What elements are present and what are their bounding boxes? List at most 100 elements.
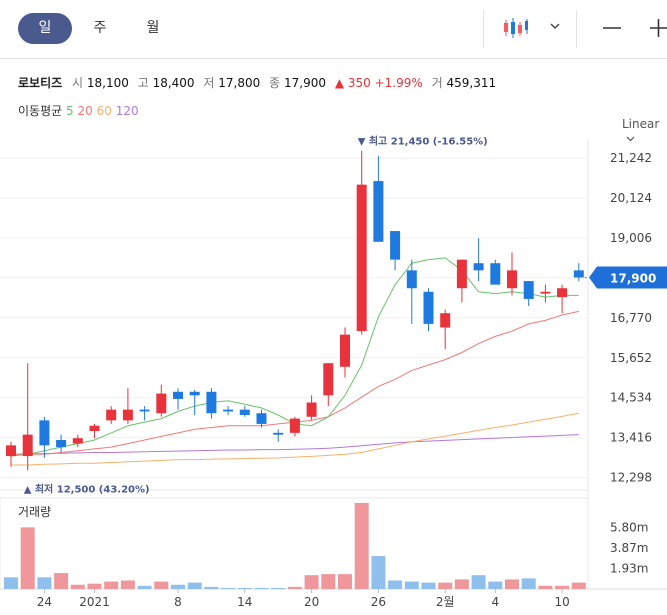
candle-body [473,263,484,271]
candle [540,284,551,303]
volume-tick-label: 1.93m [610,561,648,575]
x-tick-label: 8 [174,595,182,609]
ma60-line [11,412,579,466]
open-value: 18,100 [86,76,129,90]
chevron-down-icon[interactable] [550,22,560,30]
stock-name: 로보티즈 [18,76,63,90]
scale-selector[interactable]: Linear [622,117,667,145]
toolbar-divider [483,10,484,48]
low-label: 저 [203,76,215,90]
candle [139,406,150,421]
candle [289,416,300,437]
candle-body [523,281,534,299]
ma120-legend[interactable]: 120 [115,104,139,118]
y-tick-label: 20,124 [610,191,652,205]
ma5-legend[interactable]: 5 [66,104,74,118]
candle-body [22,434,33,457]
x-tick-label: 24 [37,595,52,609]
zoom-in-icon[interactable] [650,19,667,37]
ma60-legend[interactable]: 60 [96,104,112,118]
volume-bar [54,573,69,589]
top-toolbar: 일 주 월 [0,0,667,59]
volume-bar [471,575,486,589]
ma20-legend[interactable]: 20 [77,104,93,118]
candle-body [106,409,117,421]
candle [373,156,384,242]
volume-bar [505,579,519,589]
volume-bar [20,527,35,589]
x-tick-label: 20 [304,595,319,609]
candle [440,309,451,349]
volume-bar [187,582,202,589]
volume-label: 거 [431,76,443,90]
candlestick-type-icon[interactable] [503,16,529,40]
candle-body [156,393,167,414]
x-tick-label: 4 [491,595,499,609]
moving-average-legend: 이동평균 5 20 60 120 [18,102,139,119]
candle [239,406,250,417]
candle-body [256,413,267,424]
candle-body [39,420,50,446]
x-tick-label: 10 [554,595,569,609]
high-annotation: ▼ 최고 21,450 (-16.55%) [358,135,488,148]
volume-bar [37,577,52,589]
volume-bar [521,578,536,589]
candle [390,231,401,271]
candle-body [56,440,67,448]
candle [406,259,417,324]
candle-body [6,445,16,457]
x-tick-label: 14 [237,595,252,609]
volume-value: 459,311 [446,76,497,90]
candle [456,259,467,303]
candle [122,388,133,424]
tab-monthly[interactable]: 월 [146,20,160,36]
current-price-tag [589,266,667,289]
volume-bar [87,583,102,589]
candle-body [223,409,234,412]
volume-bar [388,580,403,589]
price-summary: 로보티즈 시 18,100 고 18,400 저 17,800 종 17,900… [18,74,501,91]
candle-body [423,291,434,324]
volume-bar [304,575,319,589]
volume-bar [438,582,453,589]
y-tick-label: 15,652 [610,351,652,365]
tab-weekly[interactable]: 주 [93,20,107,36]
y-tick-label: 13,416 [610,431,652,445]
volume-bar [4,577,18,589]
x-tick-label: 26 [371,595,386,609]
tab-daily[interactable]: 일 [18,13,72,44]
high-value: 18,400 [152,76,195,90]
chevron-down-icon [626,136,635,142]
candle [340,327,350,378]
volume-bar [254,587,269,589]
candle-body [323,363,334,396]
candle [223,406,234,415]
candle-body [239,409,250,415]
toolbar-divider [576,10,577,48]
volume-bar [70,584,85,589]
candle-body [573,270,584,278]
zoom-out-icon[interactable] [603,26,621,30]
candle-body [356,184,367,332]
candle-body [540,291,551,294]
candle-body [507,270,517,289]
x-tick-label: 2월 [436,595,455,609]
volume-bar [204,586,219,589]
candle [39,416,50,458]
candle [256,409,267,428]
candle [523,281,534,307]
candle [22,363,33,471]
candle-body [373,181,384,242]
volume-panel-title: 거래량 [18,505,51,519]
volume-bar [538,585,553,589]
candle-body [456,259,467,289]
change-arrow: ▲ [334,76,345,90]
volume-tick-label: 3.87m [610,541,648,555]
candle [173,388,183,410]
candle-body [139,409,150,412]
volume-bar [421,582,436,589]
candle [156,384,167,417]
volume-bar [287,586,302,589]
candle [490,259,501,285]
